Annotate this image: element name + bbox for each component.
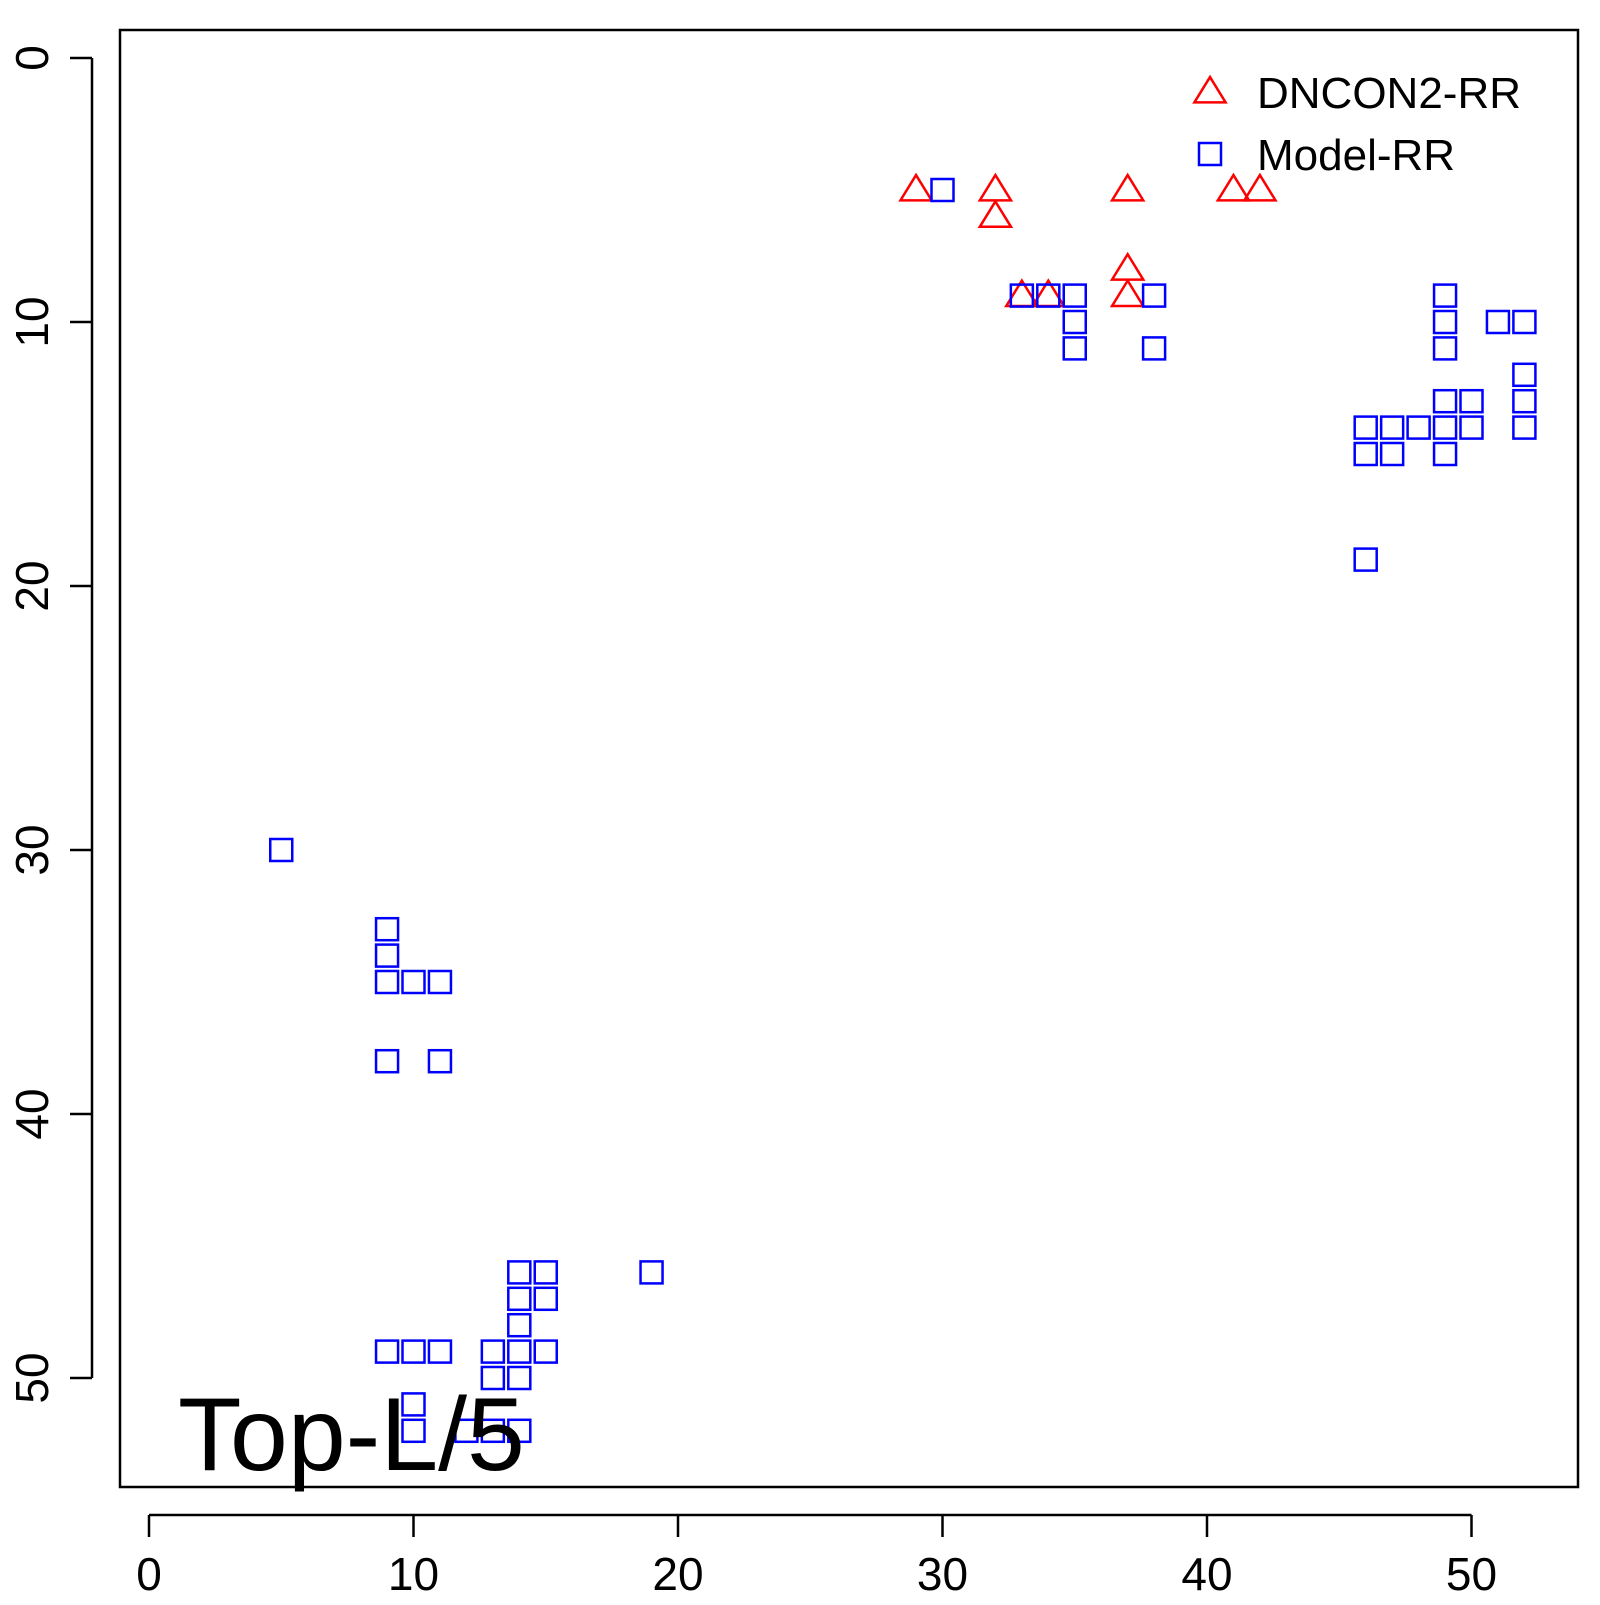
square-point	[507, 1365, 532, 1391]
axes: 0 10 20 30 40 50 0 10 20 30 40 50	[6, 28, 1580, 1600]
x-tick-label: 30	[917, 1548, 968, 1600]
square-point	[1009, 283, 1035, 308]
square-point	[1512, 415, 1537, 440]
square-point	[507, 1339, 532, 1364]
square-point	[480, 1365, 506, 1391]
square-point	[374, 1339, 400, 1364]
series-dncon2-rr	[898, 172, 1278, 308]
square-point	[1432, 441, 1458, 467]
square-point	[507, 1286, 532, 1312]
square-point	[401, 1339, 426, 1364]
y-tick-label: 0	[6, 45, 58, 71]
square-point	[1512, 388, 1537, 414]
square-point	[1485, 309, 1511, 335]
square-point	[1353, 441, 1378, 467]
legend-label: Model-RR	[1257, 131, 1455, 180]
triangle-point	[1215, 172, 1252, 202]
y-tick-label: 10	[6, 296, 58, 347]
square-point	[1379, 441, 1405, 467]
square-point	[427, 1048, 453, 1074]
panel-annotation: Top-L/5	[178, 1377, 525, 1493]
square-point	[1459, 415, 1484, 440]
x-tick-label: 40	[1181, 1548, 1232, 1600]
square-point	[1432, 336, 1458, 361]
triangle-point	[1109, 278, 1146, 308]
square-point	[533, 1260, 558, 1285]
square-point	[1512, 362, 1537, 388]
square-point	[1353, 547, 1378, 572]
square-point	[533, 1339, 558, 1364]
square-point	[454, 1418, 479, 1444]
square-point	[507, 1312, 532, 1338]
square-point	[427, 1339, 453, 1364]
data-points	[269, 172, 1537, 1444]
square-point	[480, 1339, 506, 1364]
y-tick-label: 30	[6, 824, 58, 875]
x-tick-label: 50	[1446, 1548, 1497, 1600]
square-point	[1062, 283, 1087, 308]
square-point	[401, 969, 426, 995]
x-tick-label: 20	[652, 1548, 703, 1600]
triangle-point	[1109, 172, 1146, 202]
square-point	[374, 969, 400, 995]
square-point	[1432, 388, 1458, 414]
y-tick-label: 50	[6, 1352, 58, 1403]
y-tick-label: 20	[6, 560, 58, 611]
square-point	[507, 1260, 532, 1285]
legend-label: DNCON2-RR	[1257, 69, 1521, 118]
square-point	[1036, 283, 1061, 308]
square-point	[639, 1260, 664, 1285]
square-point	[374, 1048, 400, 1074]
triangle-point	[977, 199, 1014, 229]
square-point	[1141, 283, 1167, 308]
square-point	[374, 943, 400, 968]
legend-square-icon	[1197, 141, 1223, 167]
square-point	[1432, 309, 1458, 335]
square-point	[1141, 336, 1167, 361]
square-point	[533, 1286, 558, 1312]
legend: DNCON2-RR Model-RR	[1192, 69, 1521, 180]
square-point	[1459, 388, 1484, 414]
square-point	[1353, 415, 1378, 440]
square-point	[1432, 283, 1458, 308]
square-point	[480, 1418, 506, 1444]
square-point	[269, 837, 294, 863]
square-point	[930, 177, 955, 203]
square-point	[401, 1392, 426, 1417]
square-point	[1406, 415, 1431, 440]
square-point	[507, 1418, 532, 1444]
x-tick-label: 10	[388, 1548, 439, 1600]
triangle-point	[1242, 172, 1278, 202]
square-point	[1062, 309, 1087, 335]
square-point	[374, 916, 400, 942]
triangle-point	[898, 172, 934, 202]
x-tick-label: 0	[136, 1548, 162, 1600]
plot-frame	[118, 28, 1580, 1489]
square-point	[1512, 309, 1537, 335]
square-point	[427, 969, 453, 995]
series-model-rr	[269, 177, 1537, 1444]
square-point	[1432, 415, 1458, 440]
y-tick-label: 40	[6, 1088, 58, 1139]
square-point	[401, 1418, 426, 1444]
square-point	[1062, 336, 1087, 361]
legend-triangle-icon	[1192, 74, 1228, 104]
square-point	[1379, 415, 1405, 440]
